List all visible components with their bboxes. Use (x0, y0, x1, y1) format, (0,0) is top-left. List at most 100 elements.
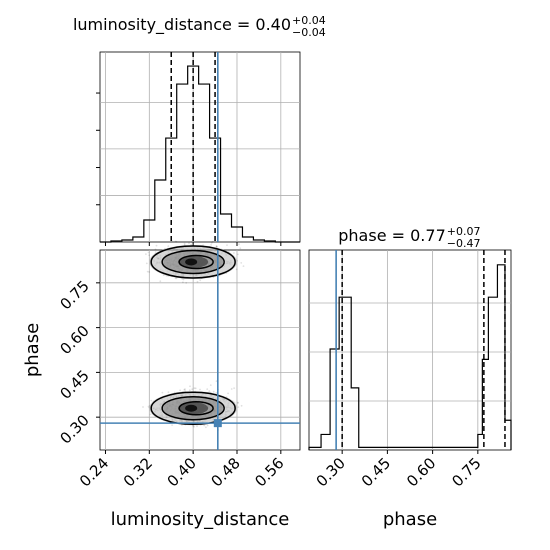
sample-point (237, 402, 239, 404)
sample-point (182, 278, 185, 281)
sample-point (171, 424, 174, 426)
title-main: phase = 0.77 (338, 226, 445, 245)
title-main: luminosity_distance = 0.40 (73, 15, 291, 35)
contour-inner (178, 254, 214, 270)
sample-point (147, 405, 150, 408)
title-phase: phase = 0.77 +0.07−0.47 (338, 225, 480, 250)
x-axis-label: phase (383, 509, 437, 530)
sample-point (193, 387, 196, 390)
x-tick-label: 0.48 (207, 454, 243, 490)
sample-point (183, 242, 186, 245)
sample-point (226, 244, 228, 247)
sample-point (190, 241, 193, 243)
sample-point (240, 404, 243, 407)
sample-point (215, 392, 218, 394)
sample-point (215, 245, 218, 248)
sample-point (161, 391, 164, 394)
sample-point (193, 425, 195, 428)
sample-point (212, 390, 215, 393)
sample-point (209, 384, 212, 386)
contour-outer (150, 391, 236, 425)
sample-point (175, 277, 178, 280)
density-peak (185, 404, 198, 412)
sample-point (142, 406, 144, 408)
sample-point (188, 389, 191, 392)
title-minus: −0.47 (447, 237, 481, 250)
sample-point (155, 244, 158, 247)
title-plus: +0.07 (447, 225, 481, 238)
sample-point (208, 390, 211, 392)
x-tick-label: 0.60 (403, 454, 439, 490)
y-tick-label: 0.75 (56, 277, 92, 313)
title-minus: −0.04 (292, 26, 326, 39)
contour-inner (178, 400, 214, 416)
sample-point (242, 265, 245, 267)
contour-middle (161, 249, 225, 275)
contour-middle (161, 395, 225, 421)
sample-point (196, 280, 199, 283)
sample-point (199, 279, 202, 282)
histogram-step (100, 65, 300, 243)
sample-point (237, 253, 239, 256)
sample-point (194, 387, 197, 390)
sample-point (179, 389, 182, 392)
sample-point (146, 270, 149, 273)
x-tick-label: 0.40 (164, 454, 200, 490)
sample-point (145, 262, 148, 265)
density-contours (149, 244, 238, 426)
sample-point (227, 392, 230, 395)
truth-lines (100, 52, 337, 450)
sample-point (147, 251, 150, 254)
x-tick-label: 0.75 (448, 454, 484, 490)
sample-point (182, 281, 184, 284)
sample-point (183, 388, 186, 391)
sample-point (189, 385, 191, 388)
x-tick-label: 0.45 (358, 454, 394, 490)
sample-point (237, 401, 239, 404)
sample-point (175, 240, 178, 243)
sample-point (192, 424, 194, 427)
sample-point (149, 413, 152, 416)
sample-point (239, 247, 242, 250)
sample-point (167, 245, 170, 248)
sample-point (210, 242, 213, 244)
sample-point (215, 245, 218, 248)
sample-point (230, 388, 233, 390)
sample-point (199, 388, 201, 391)
luminosity-distance-histogram (100, 52, 300, 243)
axis-ticks: 0.24 0.32 0.40 0.48 0.560.300.300.450.450.60… (56, 92, 485, 490)
panel-titles: luminosity_distance = 0.40 +0.04−0.04 phas… (73, 14, 481, 250)
sample-point (167, 391, 170, 394)
panel-frame (308, 249, 512, 451)
sample-point (196, 425, 198, 428)
sample-point (233, 387, 236, 389)
sample-point (237, 406, 240, 408)
sample-point (174, 240, 177, 243)
panel-frame (99, 51, 301, 243)
sample-point (205, 426, 207, 429)
sample-point (235, 268, 238, 271)
y-tick-label: 0.60 (56, 322, 92, 358)
sample-point (206, 424, 209, 427)
sample-point (184, 388, 186, 391)
sample-point (233, 252, 235, 254)
y-axis-label: phase (22, 323, 43, 377)
sample-point (191, 388, 194, 391)
histogram-step (308, 264, 512, 450)
sample-point (150, 399, 153, 402)
sample-point (206, 388, 209, 390)
sample-point (215, 245, 218, 248)
truth-marker (213, 419, 222, 428)
sample-point (154, 248, 157, 251)
x-axis-label: luminosity_distance (111, 509, 290, 530)
phase-histogram (308, 250, 512, 450)
y-tick-label: 0.30 (56, 411, 92, 447)
x-tick-label: 0.32 (120, 454, 156, 490)
sample-point (170, 239, 173, 242)
sample-point (145, 253, 147, 256)
sample-point (162, 274, 165, 277)
sample-point (210, 243, 213, 246)
sample-point (148, 254, 151, 257)
title-luminosity-distance: luminosity_distance = 0.40 +0.04−0.04 (73, 14, 326, 39)
